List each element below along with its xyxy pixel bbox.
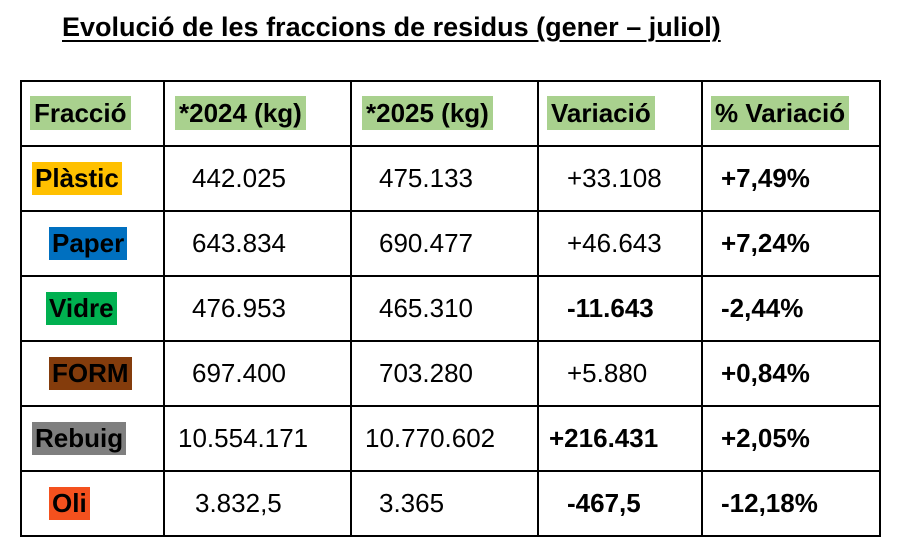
value-2025: 690.477 <box>379 228 473 258</box>
value-pct: -2,44% <box>721 293 804 323</box>
cell-variation: -11.643 <box>537 275 703 342</box>
value-2024: 3.832,5 <box>195 488 282 518</box>
table-row: FORM 697.400 703.280 +5.880 +0,84% <box>20 340 881 407</box>
cell-variation: +5.880 <box>537 340 703 407</box>
table-header-row: Fracció *2024 (kg) *2025 (kg) Variació %… <box>20 80 881 147</box>
value-pct: -12,18% <box>721 488 818 518</box>
cell-2024: 442.025 <box>163 145 352 212</box>
value-variation: +46.643 <box>567 228 662 258</box>
header-cell-2025: *2025 (kg) <box>350 80 539 147</box>
value-2025: 10.770.602 <box>365 423 496 453</box>
header-cell-pct-variation: % Variació <box>701 80 881 147</box>
value-pct: +7,49% <box>721 163 810 193</box>
fraction-label-plastic: Plàstic <box>32 162 122 195</box>
value-2025: 465.310 <box>379 293 473 323</box>
cell-2024: 3.832,5 <box>163 470 352 537</box>
cell-fraction: Plàstic <box>20 145 165 212</box>
cell-fraction: Paper <box>20 210 165 277</box>
cell-2024: 10.554.171 <box>163 405 352 472</box>
value-2024: 643.834 <box>192 228 286 258</box>
value-variation: +5.880 <box>567 358 648 388</box>
cell-pct: +2,05% <box>701 405 881 472</box>
header-label-pct-variation: % Variació <box>711 96 850 130</box>
value-2024: 442.025 <box>192 163 286 193</box>
header-cell-variation: Variació <box>537 80 703 147</box>
header-cell-2024: *2024 (kg) <box>163 80 352 147</box>
fraction-label-glass: Vidre <box>46 292 117 325</box>
table-row: Vidre 476.953 465.310 -11.643 -2,44% <box>20 275 881 342</box>
table-row: Paper 643.834 690.477 +46.643 +7,24% <box>20 210 881 277</box>
fraction-label-organic: FORM <box>49 357 132 390</box>
fraction-label-oil: Oli <box>49 487 90 520</box>
value-2025: 3.365 <box>379 488 445 518</box>
waste-fractions-table: Fracció *2024 (kg) *2025 (kg) Variació %… <box>20 80 881 537</box>
header-label-2024: *2024 (kg) <box>175 96 306 130</box>
cell-variation: +216.431 <box>537 405 703 472</box>
page-title: Evolució de les fraccions de residus (ge… <box>62 12 721 42</box>
cell-2025: 690.477 <box>350 210 539 277</box>
cell-pct: -12,18% <box>701 470 881 537</box>
cell-pct: +7,24% <box>701 210 881 277</box>
value-variation: +216.431 <box>549 423 659 453</box>
table-row: Oli 3.832,5 3.365 -467,5 -12,18% <box>20 470 881 537</box>
cell-pct: +7,49% <box>701 145 881 212</box>
value-2024: 697.400 <box>192 358 286 388</box>
cell-pct: +0,84% <box>701 340 881 407</box>
header-label-variation: Variació <box>547 96 655 130</box>
value-variation: -467,5 <box>567 488 641 518</box>
value-variation: +33.108 <box>567 163 662 193</box>
cell-variation: +46.643 <box>537 210 703 277</box>
cell-2024: 476.953 <box>163 275 352 342</box>
header-cell-fraction: Fracció <box>20 80 165 147</box>
value-variation: -11.643 <box>567 293 654 323</box>
cell-variation: +33.108 <box>537 145 703 212</box>
cell-2025: 465.310 <box>350 275 539 342</box>
cell-fraction: Oli <box>20 470 165 537</box>
cell-variation: -467,5 <box>537 470 703 537</box>
cell-fraction: Vidre <box>20 275 165 342</box>
table-row: Rebuig 10.554.171 10.770.602 +216.431 +2… <box>20 405 881 472</box>
value-2024: 10.554.171 <box>178 423 309 453</box>
header-label-2025: *2025 (kg) <box>362 96 493 130</box>
cell-2024: 643.834 <box>163 210 352 277</box>
value-2024: 476.953 <box>192 293 286 323</box>
cell-2025: 703.280 <box>350 340 539 407</box>
cell-2025: 3.365 <box>350 470 539 537</box>
header-label-fraction: Fracció <box>30 96 131 130</box>
fraction-label-rest: Rebuig <box>32 422 127 455</box>
value-pct: +2,05% <box>721 423 810 453</box>
cell-pct: -2,44% <box>701 275 881 342</box>
cell-2025: 10.770.602 <box>350 405 539 472</box>
fraction-label-paper: Paper <box>49 227 128 260</box>
value-2025: 475.133 <box>379 163 473 193</box>
cell-fraction: FORM <box>20 340 165 407</box>
value-pct: +7,24% <box>721 228 810 258</box>
table-row: Plàstic 442.025 475.133 +33.108 +7,49% <box>20 145 881 212</box>
cell-2024: 697.400 <box>163 340 352 407</box>
cell-fraction: Rebuig <box>20 405 165 472</box>
value-2025: 703.280 <box>379 358 473 388</box>
value-pct: +0,84% <box>721 358 810 388</box>
cell-2025: 475.133 <box>350 145 539 212</box>
